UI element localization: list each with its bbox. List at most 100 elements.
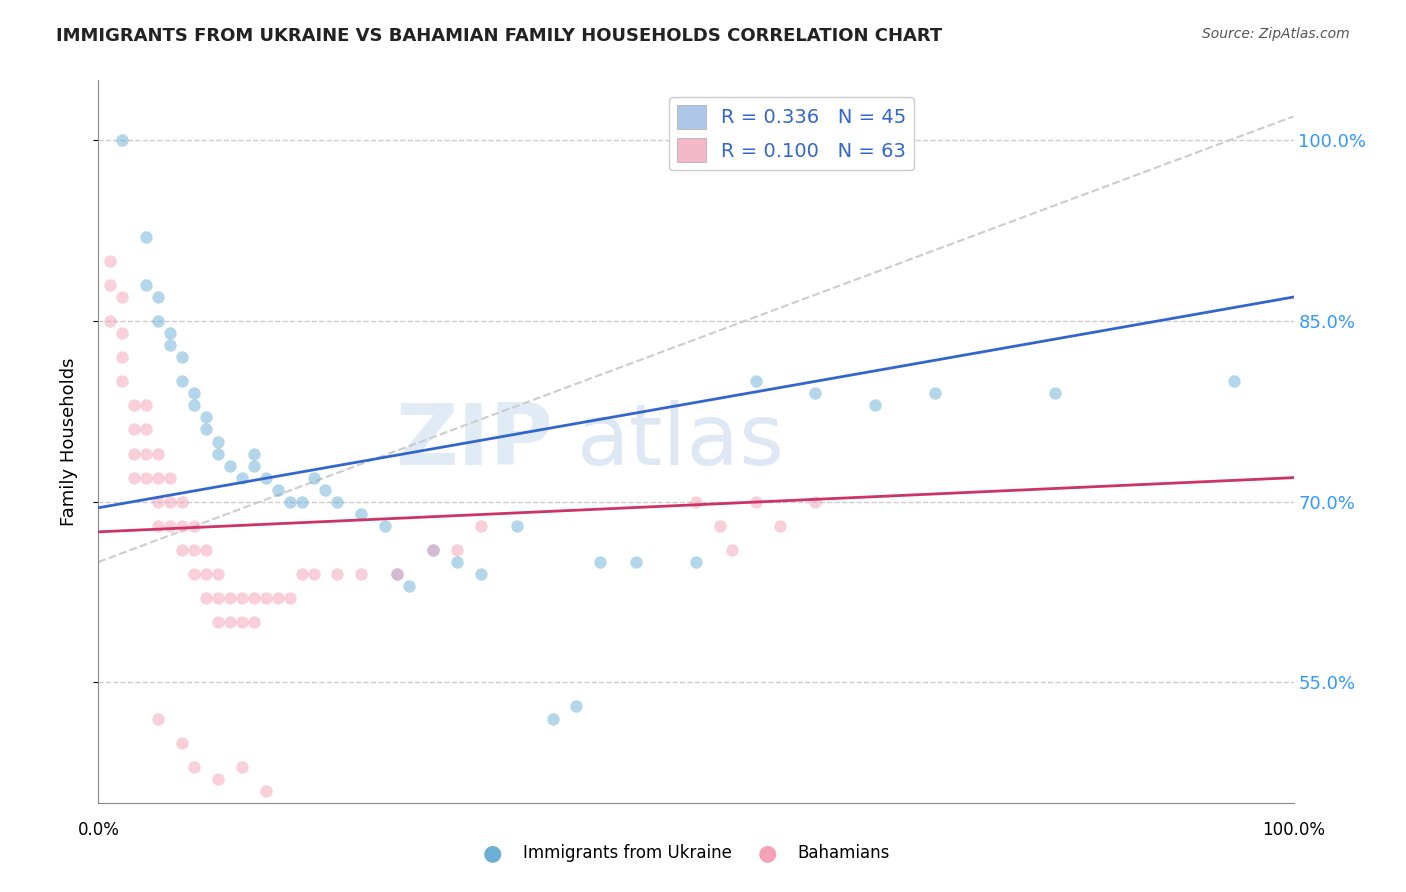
Point bbox=[195, 567, 218, 582]
Point bbox=[207, 772, 229, 786]
Text: ●: ● bbox=[484, 843, 502, 863]
Point bbox=[626, 555, 648, 569]
Point bbox=[768, 519, 790, 533]
Point bbox=[385, 567, 409, 582]
Point bbox=[745, 495, 768, 509]
Point bbox=[350, 507, 373, 521]
Point bbox=[172, 495, 194, 509]
Point bbox=[506, 519, 529, 533]
Point bbox=[685, 495, 707, 509]
Point bbox=[219, 458, 242, 473]
Point bbox=[745, 375, 768, 389]
Point bbox=[183, 567, 205, 582]
Point bbox=[159, 519, 181, 533]
Point bbox=[159, 471, 181, 485]
Text: Bahamians: Bahamians bbox=[797, 845, 890, 863]
Point bbox=[1043, 386, 1066, 401]
Point bbox=[148, 712, 170, 726]
Point bbox=[148, 471, 170, 485]
Point bbox=[350, 567, 373, 582]
Point bbox=[243, 447, 266, 461]
Point bbox=[135, 398, 157, 412]
Point bbox=[278, 495, 301, 509]
Point bbox=[924, 386, 946, 401]
Point bbox=[148, 290, 170, 304]
Point bbox=[172, 519, 194, 533]
Point bbox=[183, 760, 205, 774]
Point bbox=[172, 736, 194, 750]
Point bbox=[207, 434, 229, 449]
Point bbox=[124, 447, 146, 461]
Point bbox=[1223, 375, 1246, 389]
Point bbox=[422, 542, 444, 557]
Point bbox=[470, 567, 492, 582]
Point bbox=[183, 398, 205, 412]
Point bbox=[721, 542, 744, 557]
Point bbox=[685, 555, 707, 569]
Point bbox=[254, 784, 277, 798]
Text: 0.0%: 0.0% bbox=[77, 821, 120, 838]
Point bbox=[302, 567, 325, 582]
Text: ZIP: ZIP bbox=[395, 400, 553, 483]
Text: atlas: atlas bbox=[576, 400, 785, 483]
Legend: R = 0.336   N = 45, R = 0.100   N = 63: R = 0.336 N = 45, R = 0.100 N = 63 bbox=[669, 97, 914, 170]
Point bbox=[589, 555, 612, 569]
Point bbox=[148, 519, 170, 533]
Point bbox=[172, 542, 194, 557]
Point bbox=[541, 712, 564, 726]
Point bbox=[326, 495, 349, 509]
Point bbox=[267, 483, 290, 497]
Point bbox=[148, 495, 170, 509]
Point bbox=[207, 591, 229, 606]
Y-axis label: Family Households: Family Households bbox=[59, 358, 77, 525]
Point bbox=[231, 471, 253, 485]
Point bbox=[243, 615, 266, 630]
Point bbox=[231, 591, 253, 606]
Text: Source: ZipAtlas.com: Source: ZipAtlas.com bbox=[1202, 27, 1350, 41]
Point bbox=[254, 471, 277, 485]
Point bbox=[207, 615, 229, 630]
Point bbox=[865, 398, 887, 412]
Point bbox=[183, 386, 205, 401]
Point bbox=[135, 423, 157, 437]
Point bbox=[709, 519, 731, 533]
Point bbox=[385, 567, 409, 582]
Point bbox=[195, 423, 218, 437]
Point bbox=[374, 519, 396, 533]
Point bbox=[470, 519, 492, 533]
Point bbox=[195, 542, 218, 557]
Point bbox=[172, 375, 194, 389]
Point bbox=[219, 615, 242, 630]
Point bbox=[195, 410, 218, 425]
Point bbox=[291, 567, 314, 582]
Point bbox=[148, 447, 170, 461]
Point bbox=[135, 277, 157, 292]
Text: 100.0%: 100.0% bbox=[1263, 821, 1324, 838]
Point bbox=[183, 542, 205, 557]
Point bbox=[135, 230, 157, 244]
Point bbox=[278, 591, 301, 606]
Point bbox=[422, 542, 444, 557]
Point bbox=[302, 471, 325, 485]
Point bbox=[183, 519, 205, 533]
Point bbox=[135, 447, 157, 461]
Text: ●: ● bbox=[758, 843, 778, 863]
Point bbox=[243, 591, 266, 606]
Point bbox=[291, 495, 314, 509]
Point bbox=[207, 447, 229, 461]
Point bbox=[254, 591, 277, 606]
Point bbox=[172, 351, 194, 365]
Point bbox=[231, 760, 253, 774]
Point bbox=[565, 699, 588, 714]
Point bbox=[207, 567, 229, 582]
Point bbox=[135, 471, 157, 485]
Point bbox=[98, 254, 122, 268]
Point bbox=[98, 314, 122, 328]
Point bbox=[124, 423, 146, 437]
Point bbox=[159, 326, 181, 341]
Point bbox=[111, 375, 134, 389]
Point bbox=[804, 495, 827, 509]
Point bbox=[315, 483, 337, 497]
Text: Immigrants from Ukraine: Immigrants from Ukraine bbox=[523, 845, 731, 863]
Point bbox=[124, 398, 146, 412]
